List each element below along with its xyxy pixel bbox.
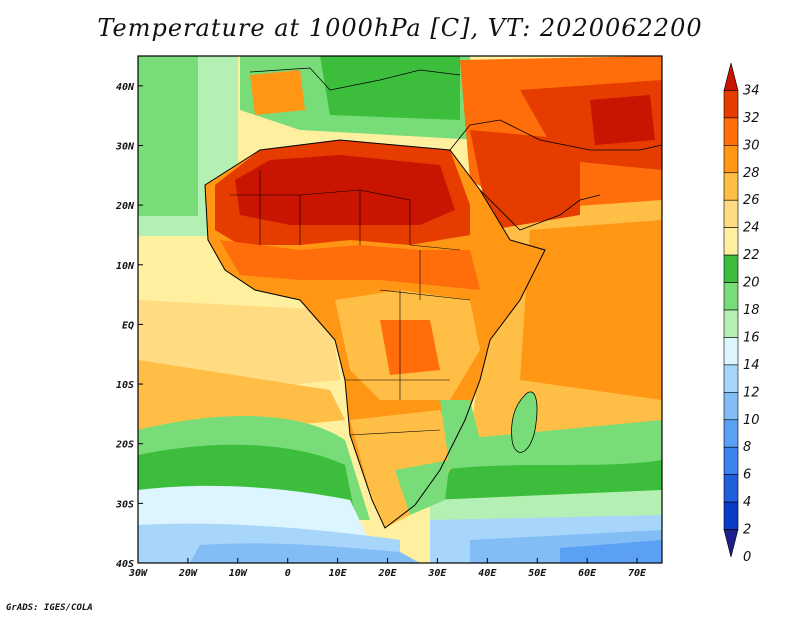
colorbar-swatch (723, 501, 739, 530)
x-tick-label: 30W (128, 568, 148, 579)
colorbar-swatch (723, 446, 739, 475)
colorbar-label: 6 (743, 468, 751, 483)
colorbar-swatch (723, 337, 739, 366)
y-tick-label: 20S (115, 440, 134, 451)
colorbar-swatch (723, 282, 739, 311)
y-tick-label: 10N (116, 261, 135, 272)
x-tick-label: 50E (528, 568, 547, 579)
y-tick-label: 40N (116, 82, 135, 93)
colorbar-label: 0 (743, 550, 751, 565)
temperature-field (138, 56, 662, 563)
footer-credit: GrADS: IGES/COLA (6, 603, 93, 613)
colorbar-swatch (723, 172, 739, 201)
colorbar-label: 32 (743, 111, 760, 126)
colorbar-label: 24 (743, 221, 760, 236)
colorbar-label: 30 (743, 138, 760, 153)
colorbar-label: 14 (743, 358, 760, 373)
colorbar-swatch (723, 117, 739, 146)
y-tick-label: EQ (122, 320, 134, 331)
colorbar-label: 18 (743, 303, 760, 318)
colorbar-label: 4 (743, 495, 751, 510)
colorbar-swatch (723, 392, 739, 421)
colorbar-label: 20 (743, 276, 760, 291)
y-tick-label: 10S (116, 380, 134, 391)
y-tick-label: 30N (115, 141, 135, 152)
colorbar-label: 10 (743, 413, 760, 428)
colorbar-label: 12 (743, 385, 760, 400)
y-tick-label: 20N (115, 201, 135, 212)
map-title: Temperature at 1000hPa [C], VT: 20200622… (97, 14, 703, 42)
colorbar-swatch (723, 474, 739, 503)
colorbar-swatch (723, 199, 739, 228)
y-axis: 40N 30N 20N 10N EQ 10S 20S 30S 40S (115, 82, 143, 570)
colorbar-label: 22 (743, 248, 760, 263)
x-tick-label: 60E (578, 568, 597, 579)
x-axis: 30W 20W 10W 0 10E 20E 30E 40E 50E 60E 70E (128, 558, 647, 579)
colorbar-swatch (723, 62, 739, 91)
colorbar-label: 2 (743, 523, 751, 538)
colorbar-swatch (723, 529, 739, 558)
colorbar-label: 34 (743, 83, 760, 98)
x-tick-label: 70E (628, 568, 647, 579)
colorbar-swatch (723, 145, 739, 174)
x-tick-label: 20W (178, 568, 198, 579)
colorbar-swatch (723, 227, 739, 256)
colorbar-label: 8 (743, 440, 751, 455)
plot-frame (137, 55, 663, 564)
x-tick-label: 30E (427, 568, 447, 579)
y-tick-label: 30S (115, 499, 134, 510)
x-tick-label: 10W (229, 568, 248, 579)
colorbar-label: 28 (743, 166, 760, 181)
x-tick-label: 10E (329, 568, 348, 579)
x-tick-label: 40E (478, 568, 497, 579)
colorbar-swatch (723, 90, 739, 119)
x-tick-label: 20E (377, 568, 397, 579)
x-tick-label: 0 (285, 568, 291, 579)
colorbar-label: 16 (743, 330, 760, 345)
colorbar-label: 26 (743, 193, 760, 208)
colorbar-swatch (723, 364, 739, 393)
colorbar-swatch (723, 309, 739, 338)
colorbar-swatch (723, 254, 739, 283)
colorbar-swatch (723, 419, 739, 448)
y-tick-label: 40S (116, 559, 134, 570)
